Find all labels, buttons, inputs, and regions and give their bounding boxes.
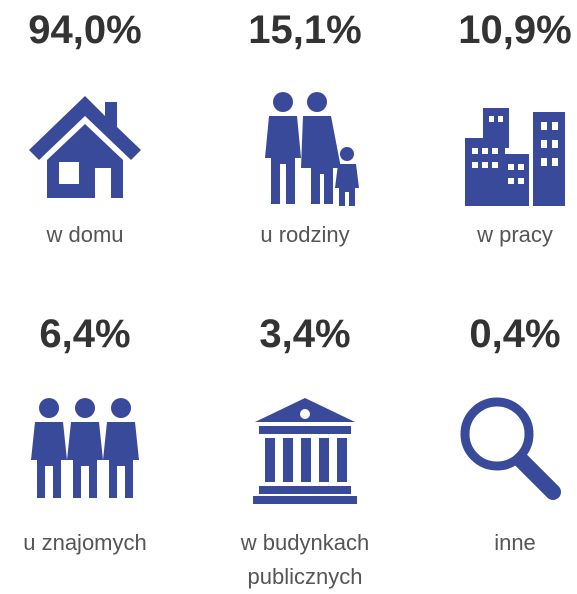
percent: 0,4% bbox=[469, 312, 561, 356]
percent: 10,9% bbox=[458, 8, 572, 52]
label: w budynkach publicznych bbox=[240, 530, 370, 589]
buildings-icon bbox=[465, 108, 565, 206]
percent: 94,0% bbox=[28, 8, 142, 52]
percent: 6,4% bbox=[39, 312, 131, 356]
label: w domu bbox=[46, 222, 124, 247]
house-icon bbox=[29, 96, 141, 198]
label: w pracy bbox=[477, 222, 553, 247]
percent: 15,1% bbox=[248, 8, 362, 52]
item: 94,0% w domu bbox=[0, 0, 185, 252]
percent: 3,4% bbox=[259, 312, 351, 356]
bank-icon bbox=[253, 398, 357, 504]
friends-icon bbox=[31, 398, 139, 498]
item: 10,9% w pracy bbox=[415, 0, 577, 252]
search-icon bbox=[460, 397, 561, 500]
item: 3,4% w budynkach publicznych bbox=[205, 304, 405, 594]
item: 6,4% u znajomych bbox=[0, 304, 185, 560]
label: inne bbox=[494, 530, 536, 555]
label: u rodziny bbox=[260, 222, 350, 247]
family-icon bbox=[265, 92, 359, 206]
item: 0,4% inne bbox=[415, 304, 577, 560]
item: 15,1% u rodziny bbox=[205, 0, 405, 252]
label: u znajomych bbox=[23, 530, 147, 555]
